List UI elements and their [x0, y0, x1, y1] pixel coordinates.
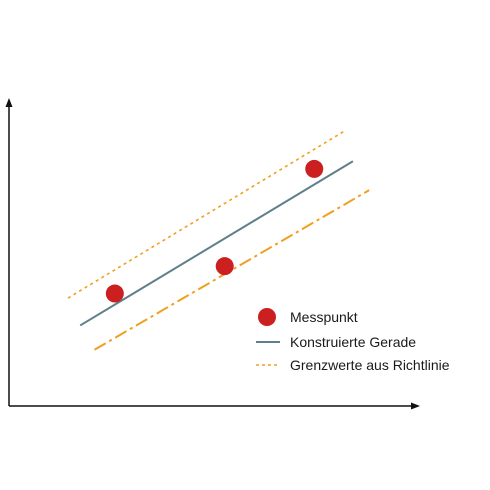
legend-point-label: Messpunkt — [290, 309, 358, 325]
series-layer — [67, 130, 370, 351]
legend-limit-label: Grenzwerte aus Richtlinie — [290, 357, 450, 373]
measurement-point-2 — [215, 257, 234, 276]
axes — [5, 98, 420, 410]
measurement-point-3 — [305, 159, 324, 178]
legend: Messpunkt Konstruierte Gerade Grenzwerte… — [256, 308, 450, 373]
legend-point-swatch — [258, 308, 276, 326]
points-layer — [105, 159, 324, 303]
measurement-point-1 — [105, 284, 124, 303]
series-line-fit — [79, 160, 354, 327]
series-line-upper-limit — [67, 130, 346, 299]
legend-fit-label: Konstruierte Gerade — [290, 334, 416, 350]
series-line-lower-limit — [93, 189, 370, 351]
